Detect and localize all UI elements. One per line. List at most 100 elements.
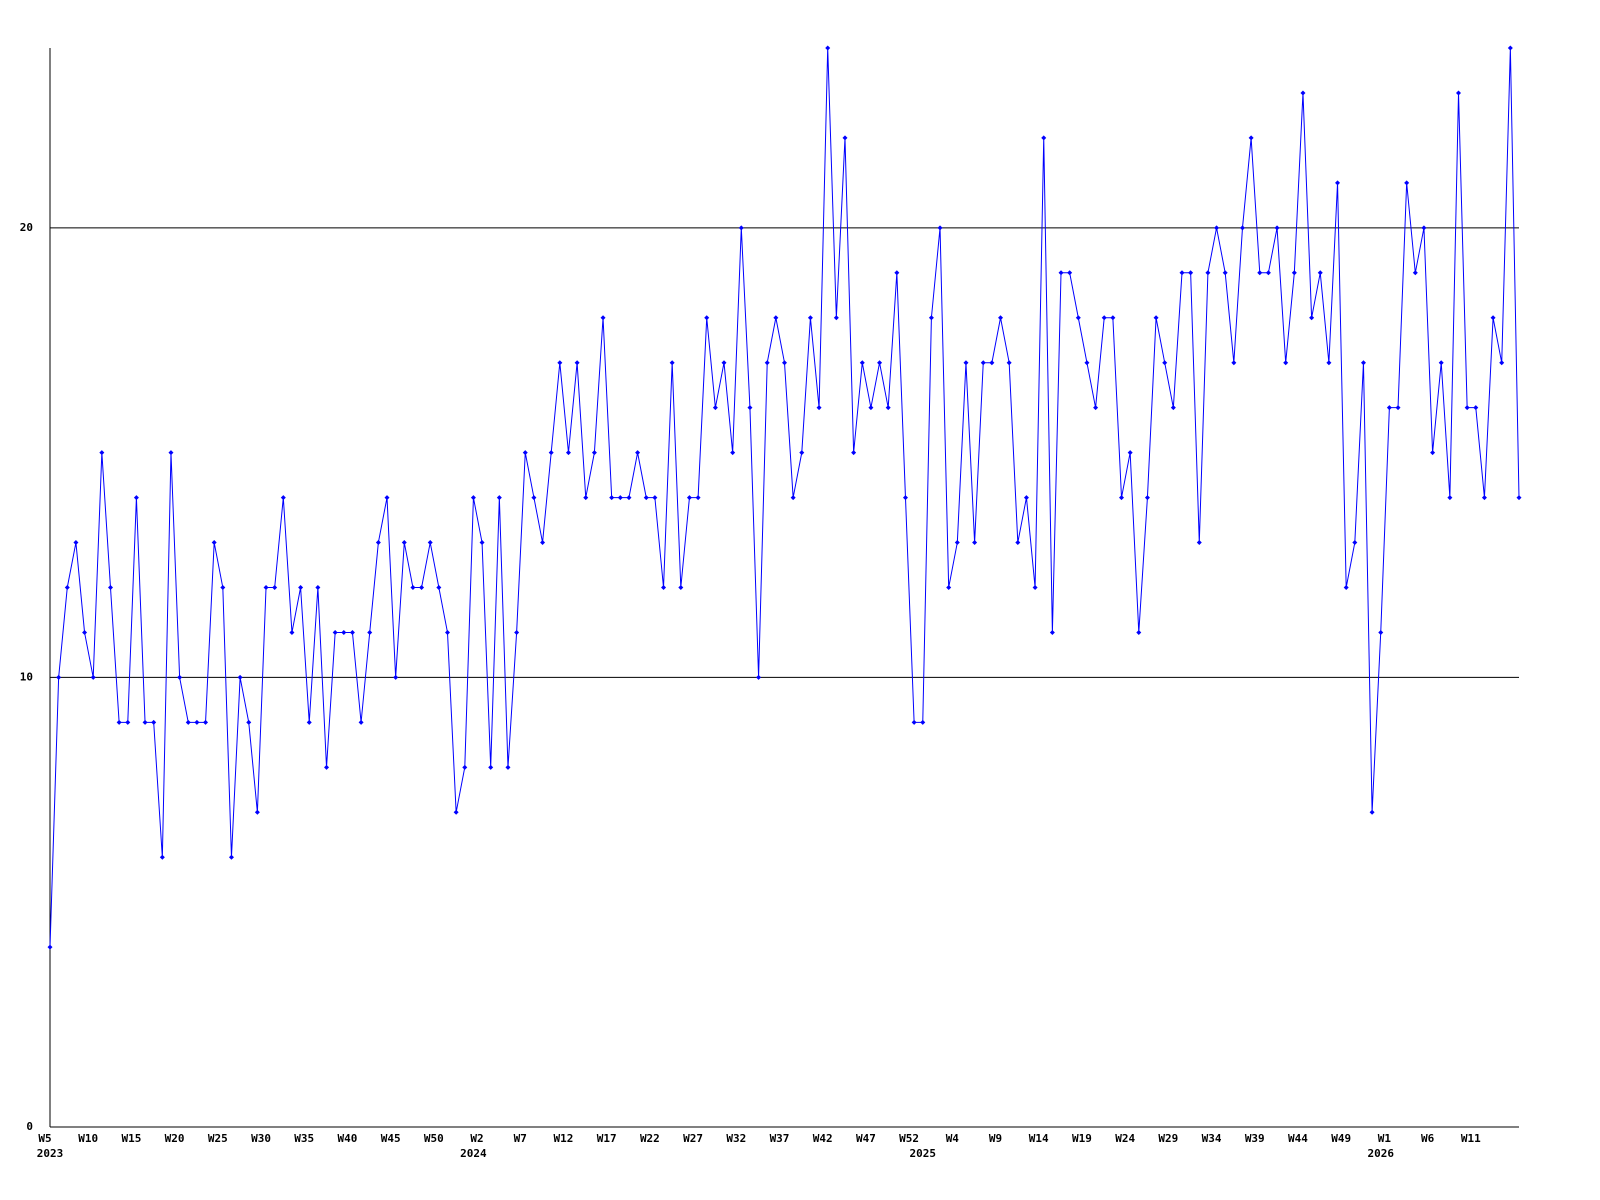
data-point bbox=[928, 315, 934, 321]
data-point bbox=[99, 450, 105, 456]
x-tick-label: W34 bbox=[1202, 1132, 1222, 1145]
data-point bbox=[1179, 270, 1185, 276]
data-point bbox=[1404, 180, 1410, 186]
data-point bbox=[289, 629, 295, 635]
year-label: 2023 bbox=[37, 1147, 64, 1160]
x-tick-label: W24 bbox=[1115, 1132, 1135, 1145]
data-point bbox=[220, 585, 226, 590]
data-point bbox=[790, 495, 796, 501]
data-point bbox=[1127, 450, 1133, 456]
data-point bbox=[1300, 90, 1306, 96]
data-point bbox=[583, 495, 589, 501]
data-point bbox=[479, 540, 485, 546]
data-point bbox=[782, 360, 787, 366]
x-tick-label: W35 bbox=[294, 1132, 314, 1145]
data-point bbox=[488, 764, 494, 770]
data-point bbox=[211, 540, 217, 546]
data-point bbox=[851, 450, 857, 456]
data-point bbox=[1447, 495, 1453, 501]
data-point bbox=[1369, 809, 1375, 815]
data-point bbox=[1110, 315, 1116, 321]
data-point bbox=[367, 629, 373, 635]
x-tick-label: W22 bbox=[640, 1132, 660, 1145]
data-point bbox=[946, 585, 952, 590]
data-point bbox=[203, 719, 209, 725]
x-tick-label: W40 bbox=[338, 1132, 358, 1145]
data-point bbox=[609, 495, 615, 501]
year-label: 2026 bbox=[1367, 1147, 1394, 1160]
data-point bbox=[237, 674, 243, 680]
data-point bbox=[177, 674, 183, 680]
data-point bbox=[306, 719, 312, 725]
data-point bbox=[1481, 495, 1487, 501]
data-point bbox=[661, 585, 667, 590]
x-tick-label: W49 bbox=[1331, 1132, 1351, 1145]
x-tick-label: W30 bbox=[251, 1132, 271, 1145]
data-point bbox=[272, 585, 278, 590]
data-point bbox=[1032, 585, 1038, 590]
data-point bbox=[574, 360, 580, 366]
data-point bbox=[1214, 225, 1220, 231]
data-point bbox=[64, 585, 70, 590]
data-point bbox=[151, 719, 157, 725]
data-point bbox=[1144, 495, 1150, 501]
data-point bbox=[246, 719, 252, 725]
x-tick-label: W27 bbox=[683, 1132, 703, 1145]
data-point bbox=[185, 719, 191, 725]
data-point bbox=[298, 585, 304, 590]
x-tick-label: W14 bbox=[1029, 1132, 1049, 1145]
data-point bbox=[1516, 495, 1522, 501]
x-tick-label: W7 bbox=[514, 1132, 527, 1145]
data-point bbox=[1093, 405, 1099, 411]
data-point bbox=[833, 315, 839, 321]
data-point bbox=[807, 315, 813, 321]
data-point bbox=[920, 719, 926, 725]
y-tick-label: 20 bbox=[20, 221, 33, 234]
data-point bbox=[1473, 405, 1479, 411]
data-point bbox=[548, 450, 554, 456]
x-tick-label: W11 bbox=[1461, 1132, 1481, 1145]
data-point bbox=[617, 495, 623, 501]
data-point bbox=[47, 944, 53, 950]
x-tick-label: W52 bbox=[899, 1132, 919, 1145]
data-point bbox=[799, 450, 805, 456]
data-point bbox=[1335, 180, 1341, 186]
data-point bbox=[142, 719, 148, 725]
data-point bbox=[1412, 270, 1418, 276]
x-tick-label: W12 bbox=[554, 1132, 574, 1145]
data-point bbox=[1490, 315, 1496, 321]
data-point bbox=[738, 225, 744, 231]
data-point bbox=[868, 405, 874, 411]
data-point bbox=[1205, 270, 1211, 276]
data-point bbox=[1196, 540, 1202, 546]
data-point bbox=[1188, 270, 1194, 276]
data-point bbox=[1464, 405, 1470, 411]
x-tick-label: W15 bbox=[121, 1132, 141, 1145]
data-point bbox=[410, 585, 416, 590]
x-tick-label: W17 bbox=[597, 1132, 617, 1145]
data-point bbox=[1119, 495, 1125, 501]
data-point bbox=[1386, 405, 1392, 411]
data-point bbox=[90, 674, 96, 680]
data-point bbox=[444, 629, 450, 635]
data-point bbox=[531, 495, 537, 501]
data-point bbox=[591, 450, 597, 456]
data-point bbox=[1421, 225, 1427, 231]
data-point bbox=[228, 854, 234, 860]
data-point bbox=[963, 360, 969, 366]
data-point bbox=[280, 495, 286, 501]
data-point bbox=[324, 764, 330, 770]
data-point bbox=[349, 629, 355, 635]
data-point bbox=[902, 495, 908, 501]
data-point bbox=[1006, 360, 1012, 366]
data-point bbox=[159, 854, 165, 860]
data-point bbox=[1222, 270, 1228, 276]
x-tick-label: W1 bbox=[1378, 1132, 1392, 1145]
data-point bbox=[1257, 270, 1263, 276]
data-point bbox=[704, 315, 710, 321]
x-tick-label: W29 bbox=[1158, 1132, 1178, 1145]
x-tick-label: W42 bbox=[813, 1132, 833, 1145]
data-point bbox=[1395, 405, 1401, 411]
data-point bbox=[756, 674, 762, 680]
data-point bbox=[954, 540, 960, 546]
